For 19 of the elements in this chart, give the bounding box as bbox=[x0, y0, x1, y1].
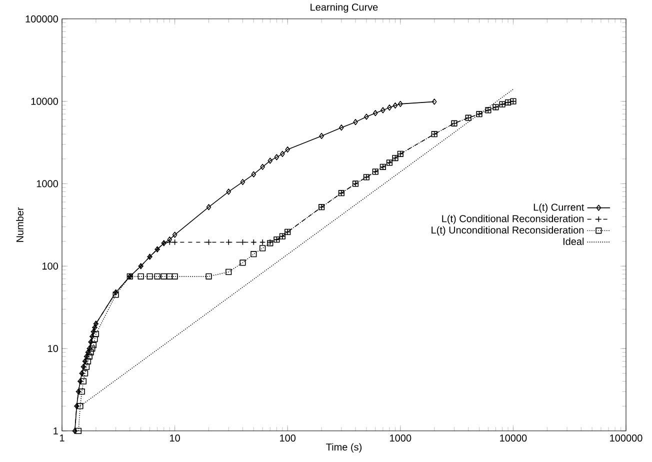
x-tick-label: 100 bbox=[280, 434, 296, 442]
y-tick-label: 1000 bbox=[36, 180, 58, 188]
legend-label: L(t) Unconditional Reconsideration bbox=[432, 226, 584, 236]
y-tick-label: 100 bbox=[42, 262, 58, 270]
x-tick-label: 10 bbox=[170, 434, 180, 442]
y-tick-label: 1 bbox=[54, 428, 58, 434]
y-tick-label: 10000 bbox=[31, 98, 58, 105]
y-tick-label: 10 bbox=[48, 345, 58, 352]
y-axis-title: Number bbox=[16, 207, 24, 242]
x-tick-label: 100000 bbox=[610, 434, 642, 442]
legend-label: Ideal bbox=[563, 238, 584, 246]
x-tick-label: 10000 bbox=[500, 434, 527, 442]
y-tick-label: 100000 bbox=[26, 15, 58, 22]
legend-label: L(t) Current bbox=[534, 203, 584, 213]
legend-label: L(t) Conditional Reconsideration bbox=[442, 214, 584, 224]
x-tick-label: 1 bbox=[60, 434, 64, 442]
x-axis-title: Time (s) bbox=[326, 443, 362, 453]
chart-title: Learning Curve bbox=[310, 3, 378, 13]
x-tick-label: 1000 bbox=[390, 434, 412, 442]
